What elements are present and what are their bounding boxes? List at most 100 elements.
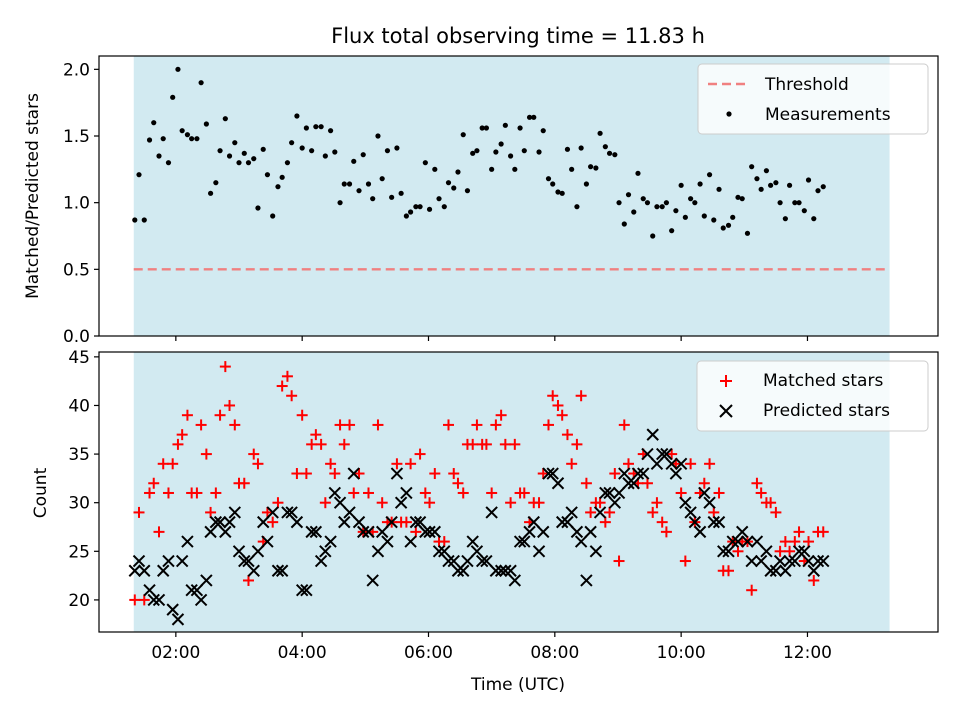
predicted-star-point	[171, 613, 185, 626]
legend-predicted-swatch	[719, 404, 733, 418]
predicted-star-point	[707, 515, 720, 529]
matched-star-point	[585, 506, 597, 518]
predicted-star-point	[565, 506, 578, 519]
matched-star-point	[248, 448, 260, 460]
measurement-point	[441, 204, 447, 210]
measurement-point	[232, 140, 238, 146]
measurement-point	[725, 222, 732, 228]
matched-star-point	[751, 477, 763, 489]
matched-star-point	[424, 497, 436, 509]
measurement-point	[801, 208, 807, 214]
predicted-star-point	[371, 545, 385, 558]
matched-star-point	[698, 477, 710, 489]
matched-star-point	[400, 516, 412, 528]
predicted-star-point	[300, 583, 313, 597]
matched-star-point	[144, 487, 156, 499]
predicted-star-point	[290, 515, 304, 529]
matched-star-point	[537, 468, 549, 480]
matched-star-point	[376, 497, 388, 509]
predicted-star-point	[157, 564, 170, 577]
matched-star-point	[647, 506, 659, 518]
predicted-star-point	[319, 545, 332, 558]
measurement-point	[445, 180, 452, 186]
measurement-point	[337, 200, 343, 206]
matched-star-point	[167, 458, 179, 470]
matched-star-point	[195, 419, 207, 431]
measurement-point	[508, 153, 514, 159]
predicted-star-point	[209, 515, 223, 529]
measurement-point	[264, 172, 271, 178]
matched-star-point	[442, 419, 454, 431]
matched-star-point	[272, 497, 284, 509]
predicted-star-point	[769, 564, 783, 577]
measurement-point	[309, 148, 315, 154]
measurement-point	[545, 176, 552, 182]
matched-star-point	[817, 526, 829, 538]
predicted-star-point	[754, 554, 768, 568]
predicted-star-point	[428, 525, 442, 539]
measurement-point	[682, 214, 688, 220]
measurement-point	[517, 125, 523, 131]
predicted-star-point	[532, 545, 546, 558]
measurement-point	[398, 190, 404, 196]
matched-star-point	[338, 438, 350, 450]
measurement-point	[379, 176, 385, 182]
measurement-point	[574, 204, 580, 210]
count-panel: 20 25 30 35 40 45 02:00 04:00 06:00 08:00 10:00 12:…	[31, 348, 939, 695]
measurement-point	[815, 188, 821, 194]
predicted-star-point	[693, 525, 707, 539]
matched-star-point	[575, 390, 587, 402]
predicted-star-point	[466, 535, 479, 548]
measurement-point	[730, 214, 736, 220]
matched-star-point	[238, 477, 250, 489]
measurement-point	[194, 136, 200, 142]
predicted-star-point	[152, 593, 166, 607]
matched-star-point	[480, 438, 492, 450]
predicted-star-point	[760, 545, 773, 558]
predicted-star-point	[655, 447, 669, 461]
measurement-point	[673, 208, 679, 214]
matched-star-point	[713, 487, 725, 499]
predicted-star-point	[352, 515, 366, 529]
predicted-star-point	[432, 545, 446, 558]
matched-star-point	[148, 477, 160, 489]
predicted-star-point	[494, 564, 508, 577]
matched-star-point	[774, 545, 786, 557]
predicted-star-point	[185, 583, 198, 597]
predicted-star-point	[247, 564, 260, 577]
matched-star-point	[685, 458, 697, 470]
matched-star-point	[276, 380, 288, 392]
measurement-point	[275, 184, 281, 190]
measurement-point	[663, 200, 670, 206]
predicted-star-point	[561, 515, 574, 529]
measurement-point	[531, 114, 537, 120]
measurement-point	[260, 146, 266, 152]
figure-title: Flux total observing time = 11.83 h	[331, 24, 705, 48]
matched-star-point	[457, 487, 469, 499]
measurement-point	[786, 182, 793, 188]
predicted-star-point	[712, 515, 726, 529]
predicted-star-point	[295, 583, 309, 597]
measurement-point	[460, 132, 466, 138]
predicted-star-point	[731, 535, 745, 548]
measurement-point	[422, 160, 428, 166]
predicted-star-point	[166, 603, 179, 616]
predicted-star-point	[366, 574, 379, 587]
measurement-point	[479, 125, 485, 131]
predicted-star-point	[589, 545, 603, 558]
measurement-point	[744, 230, 751, 236]
measurement-point	[322, 153, 328, 159]
measurement-point	[341, 181, 347, 187]
matched-star-point	[675, 487, 687, 499]
predicted-star-point	[608, 496, 622, 509]
measurement-point	[805, 177, 812, 183]
matched-star-point	[556, 409, 568, 421]
measurement-point	[327, 128, 334, 134]
predicted-star-point	[811, 554, 825, 568]
count-ytick-label: 30	[68, 494, 90, 514]
measurement-point	[602, 144, 608, 150]
measurement-point	[217, 148, 223, 154]
matched-star-point	[599, 516, 611, 528]
predicted-star-point	[338, 515, 351, 529]
measurement-point	[403, 213, 409, 219]
